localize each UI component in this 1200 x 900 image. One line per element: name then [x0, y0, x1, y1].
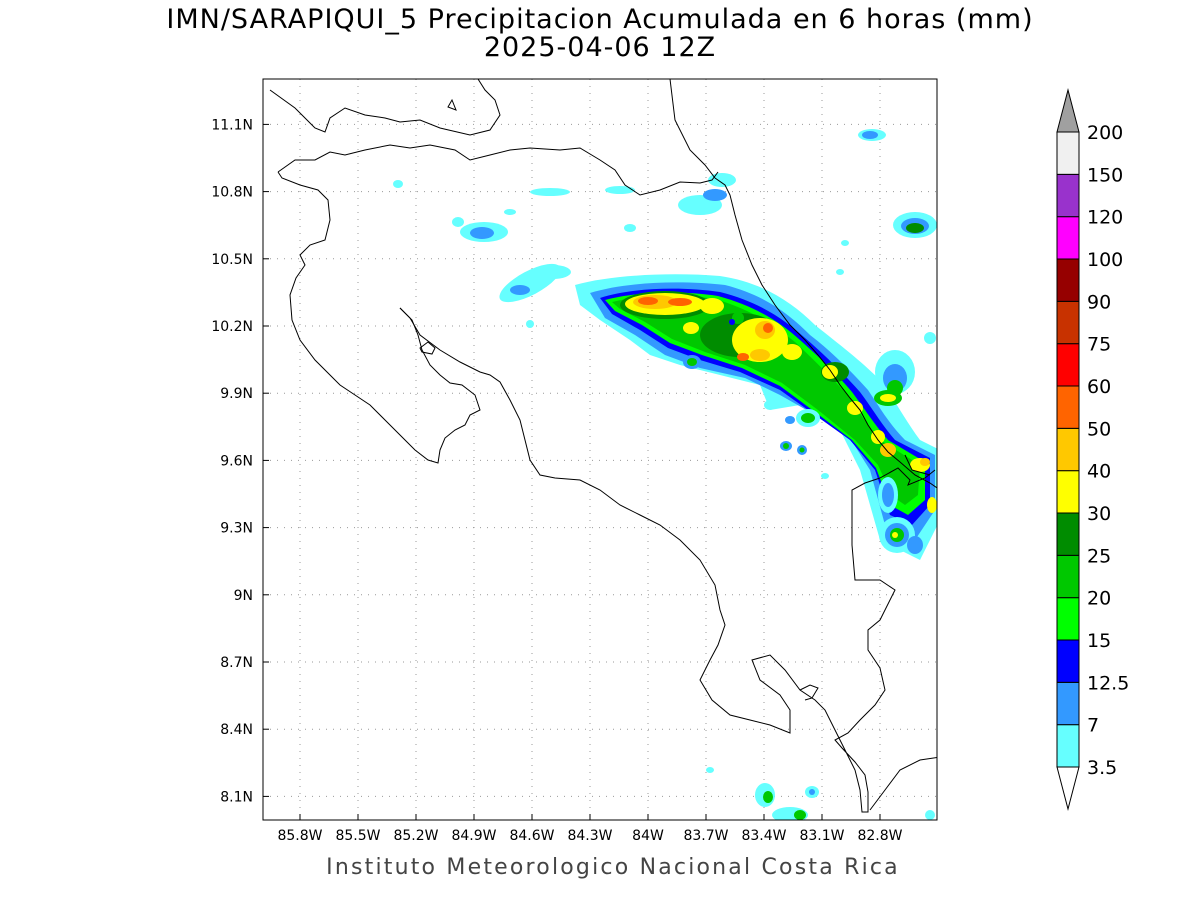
- nicaragua-lake-shore: [269, 79, 501, 136]
- y-tick-label: 8.4N: [220, 722, 253, 738]
- y-tick-label: 8.1N: [220, 789, 253, 805]
- colorbar-swatch: [1056, 300, 1080, 345]
- colorbar-level-label: 15: [1087, 630, 1111, 652]
- colorbar-swatch: [1056, 681, 1080, 726]
- nicoya-coast: [277, 171, 481, 464]
- colorbar-swatch: [1056, 131, 1080, 175]
- peninsula-outline: [799, 684, 819, 701]
- map-subtitle-date: 2025-04-06 12Z: [483, 32, 717, 63]
- colorbar-level-label: 150: [1087, 164, 1123, 186]
- map-gridlines: [263, 79, 937, 820]
- coastline-borders: [269, 79, 937, 813]
- colorbar-swatch: [1056, 427, 1080, 472]
- colorbar-swatch: [1056, 173, 1080, 218]
- colorbar-swatch: [1056, 470, 1080, 514]
- colorbar-level-label: 30: [1087, 503, 1111, 525]
- colorbar-swatch: [1056, 258, 1080, 302]
- panama-border: [879, 467, 936, 486]
- colorbar-level-label: 100: [1087, 249, 1123, 271]
- x-tick-label: 85.5W: [335, 828, 380, 844]
- x-tick-label: 83.7W: [683, 828, 728, 844]
- colorbar-level-label: 200: [1087, 122, 1123, 144]
- x-tick-label: 83.1W: [799, 828, 844, 844]
- precip-main-band: [575, 274, 937, 560]
- y-tick-label: 9N: [234, 588, 253, 604]
- sixaola-border: [904, 454, 931, 476]
- x-tick-label: 85.2W: [393, 828, 438, 844]
- x-tick-label: 84.3W: [567, 828, 612, 844]
- island-1: [447, 98, 457, 111]
- x-tick-label: 85.8W: [277, 828, 322, 844]
- colorbar-swatch: [1056, 512, 1080, 556]
- pacific-coast-south: [869, 756, 937, 811]
- y-tick-label: 10.2N: [211, 319, 253, 335]
- x-tick-label: 84.9W: [451, 828, 496, 844]
- colorbar-swatch: [1056, 554, 1080, 599]
- colorbar-level-label: 40: [1087, 461, 1111, 483]
- colorbar-under-arrow: [1056, 766, 1080, 811]
- y-tick-label: 8.7N: [220, 655, 253, 671]
- map-axes: 85.8W 85.5W 85.2W 84.9W 84.6W 84.3W 84W 83.7W 83…: [211, 117, 902, 844]
- colorbar-level-label: 75: [1087, 334, 1111, 356]
- colorbar-level-label: 120: [1087, 207, 1123, 229]
- y-tick-label: 11.1N: [211, 117, 253, 133]
- y-tick-label: 10.5N: [211, 252, 253, 268]
- map-frame: [262, 78, 938, 821]
- precipitation-field: [393, 129, 937, 820]
- nicaragua-border: [277, 144, 719, 196]
- y-tick-label: 9.9N: [220, 386, 253, 402]
- precip-cells-scattered: [683, 350, 935, 820]
- colorbar-level-label: 7: [1087, 715, 1099, 737]
- map-title: IMN/SARAPIQUI_5 Precipitacion Acumulada …: [166, 4, 1034, 35]
- colorbar-swatch: [1056, 639, 1080, 683]
- colorbar-level-label: 90: [1087, 291, 1111, 313]
- colorbar-swatch: [1056, 343, 1080, 387]
- y-tick-label: 9.3N: [220, 521, 253, 537]
- colorbar-swatch: [1056, 216, 1080, 260]
- colorbar-swatch: [1056, 597, 1080, 641]
- colorbar-level-label: 50: [1087, 418, 1111, 440]
- gulf-island: [419, 341, 436, 355]
- colorbar-over-arrow: [1056, 88, 1080, 133]
- colorbar-swatch: [1056, 724, 1080, 768]
- colorbar-level-label: 12.5: [1087, 672, 1129, 694]
- colorbar-legend: 3.5 7 12.5 15 20 25 30 40 50 60 75 90 100 120 150 200: [1056, 88, 1129, 811]
- x-tick-label: 83.4W: [741, 828, 786, 844]
- x-tick-label: 84.6W: [509, 828, 554, 844]
- y-tick-label: 10.8N: [211, 185, 253, 201]
- colorbar-swatch: [1056, 385, 1080, 429]
- colorbar-level-label: 60: [1087, 376, 1111, 398]
- caribbean-coast: [669, 79, 937, 489]
- y-tick-label: 9.6N: [220, 453, 253, 469]
- x-tick-label: 84W: [632, 828, 664, 844]
- colorbar-level-label: 3.5: [1087, 757, 1117, 779]
- x-tick-label: 82.8W: [857, 828, 902, 844]
- colorbar-level-label: 20: [1087, 588, 1111, 610]
- credit-text: Instituto Meteorologico Nacional Costa R…: [326, 855, 900, 880]
- colorbar-level-label: 25: [1087, 545, 1111, 567]
- gulf-nicoya-east: [399, 307, 896, 813]
